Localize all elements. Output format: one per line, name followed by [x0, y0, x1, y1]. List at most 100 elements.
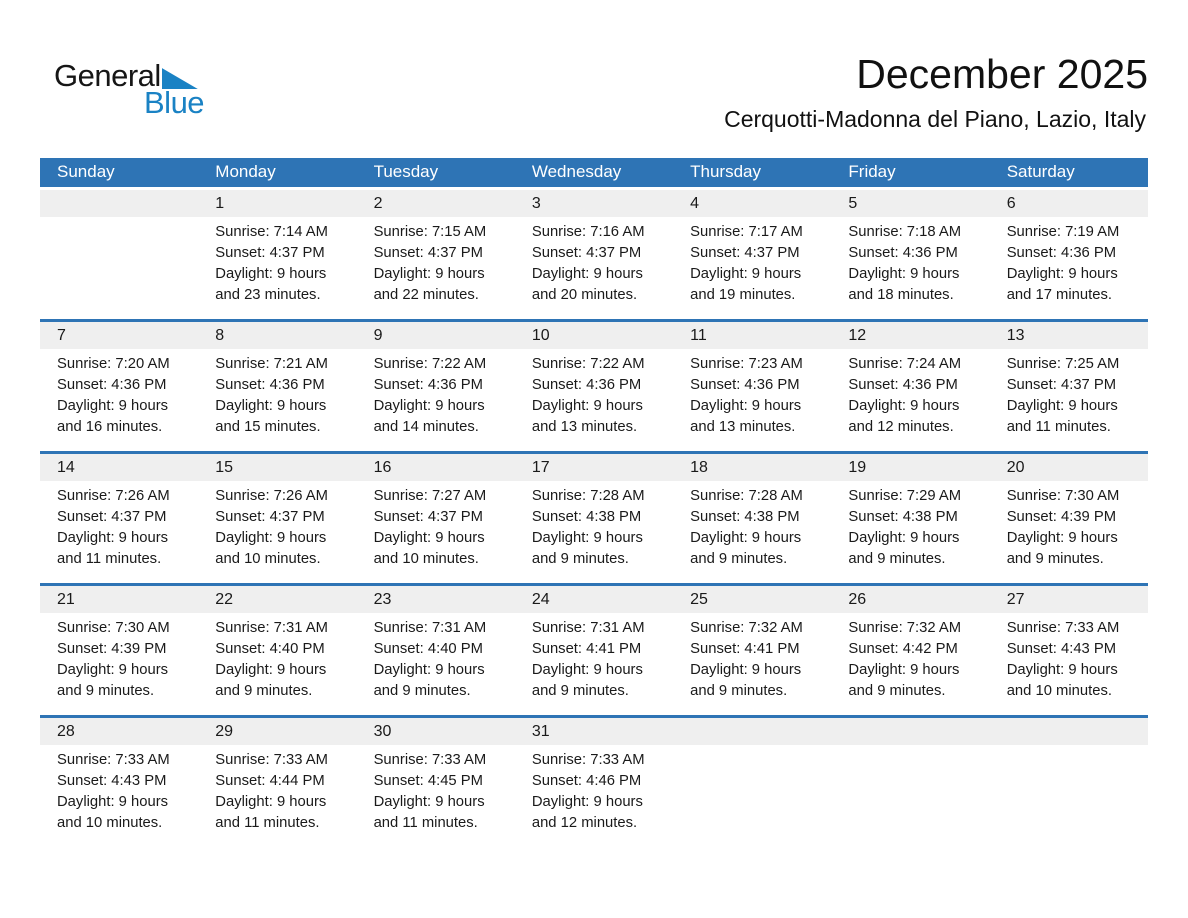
detail-line: Daylight: 9 hours	[848, 661, 960, 678]
weekday-header-friday: Friday	[831, 158, 990, 188]
detail-line: Daylight: 9 hours	[531, 793, 643, 810]
day-number: 14	[40, 453, 199, 481]
day-number	[40, 189, 199, 217]
detail-line: and 10 minutes.	[215, 550, 321, 567]
detail-line: Sunrise: 7:30 AM	[1006, 487, 1120, 504]
detail-line: Sunrise: 7:28 AM	[531, 487, 645, 504]
detail-line: and 9 minutes.	[215, 682, 313, 699]
calendar-table: Sunday Monday Tuesday Wednesday Thursday Frid…	[40, 158, 1148, 848]
detail-line: and 13 minutes.	[531, 418, 638, 435]
weekday-header-saturday: Saturday	[989, 158, 1148, 188]
detail-line: Sunset: 4:37 PM	[1006, 376, 1117, 393]
day-cell-10: 10 Sunrise: 7:22 AM Sunset: 4:36 PM Dayligh…	[514, 320, 674, 452]
logo-blue-text: Blue	[144, 85, 205, 120]
day-details: Sunrise: 7:32 AM Sunset: 4:41 PM Daylight:…	[673, 613, 831, 702]
day-details: Sunrise: 7:20 AM Sunset: 4:36 PM Daylight:…	[40, 349, 198, 438]
day-number: 26	[831, 585, 990, 613]
detail-line: Daylight: 9 hours	[215, 529, 327, 546]
day-cell-12: 12 Sunrise: 7:24 AM Sunset: 4:36 PM Dayligh…	[831, 320, 990, 452]
detail-line: and 11 minutes.	[373, 814, 478, 831]
detail-line: Daylight: 9 hours	[1006, 661, 1118, 678]
day-number: 30	[356, 717, 515, 745]
detail-line: Daylight: 9 hours	[848, 265, 960, 282]
detail-line: and 15 minutes.	[215, 418, 321, 435]
day-details: Sunrise: 7:15 AM Sunset: 4:37 PM Daylight:…	[357, 217, 515, 306]
detail-line: and 12 minutes.	[531, 814, 638, 831]
weekday-header-row: Sunday Monday Tuesday Wednesday Thursday Frid…	[40, 158, 1148, 188]
day-number: 29	[198, 717, 357, 745]
day-cell-30: 30 Sunrise: 7:33 AM Sunset: 4:45 PM Dayligh…	[356, 716, 515, 848]
detail-line: Sunrise: 7:22 AM	[373, 355, 487, 372]
day-number: 16	[356, 453, 515, 481]
detail-line: Daylight: 9 hours	[373, 793, 485, 810]
detail-line: Sunset: 4:38 PM	[531, 508, 642, 525]
detail-line: Sunset: 4:37 PM	[57, 508, 167, 525]
day-details: Sunrise: 7:22 AM Sunset: 4:36 PM Daylight:…	[357, 349, 515, 438]
day-details	[40, 217, 198, 222]
detail-line: and 16 minutes.	[57, 418, 163, 435]
day-number: 6	[989, 189, 1148, 217]
detail-line: Sunrise: 7:31 AM	[215, 619, 328, 636]
detail-line: and 9 minutes.	[531, 550, 629, 567]
day-details: Sunrise: 7:24 AM Sunset: 4:36 PM Daylight:…	[831, 349, 989, 438]
day-number	[673, 717, 832, 745]
day-number: 13	[989, 321, 1148, 349]
day-number: 19	[831, 453, 990, 481]
day-number: 3	[514, 189, 674, 217]
detail-line: Daylight: 9 hours	[57, 397, 169, 414]
day-number: 10	[514, 321, 674, 349]
day-cell-6: 6 Sunrise: 7:19 AM Sunset: 4:36 PM Daylight…	[989, 188, 1148, 320]
general-blue-logo: General Blue	[40, 50, 205, 120]
detail-line: Daylight: 9 hours	[531, 661, 643, 678]
detail-line: and 10 minutes.	[373, 550, 479, 567]
detail-line: and 11 minutes.	[57, 550, 162, 567]
detail-line: and 9 minutes.	[848, 550, 946, 567]
day-details: Sunrise: 7:30 AM Sunset: 4:39 PM Daylight:…	[40, 613, 198, 702]
detail-line: Sunset: 4:36 PM	[215, 376, 325, 393]
day-cell-8: 8 Sunrise: 7:21 AM Sunset: 4:36 PM Daylight…	[198, 320, 357, 452]
week-row-5: 28 Sunrise: 7:33 AM Sunset: 4:43 PM Dayligh…	[40, 716, 1148, 848]
logo-line1: General	[54, 60, 204, 91]
detail-line: Sunset: 4:37 PM	[531, 244, 642, 261]
page-subtitle: Cerquotti-Madonna del Piano, Lazio, Ital…	[724, 106, 1146, 133]
day-cell-18: 18 Sunrise: 7:28 AM Sunset: 4:38 PM Dayligh…	[673, 452, 832, 584]
day-number: 5	[831, 189, 990, 217]
day-details: Sunrise: 7:33 AM Sunset: 4:43 PM Daylight:…	[990, 613, 1148, 702]
day-cell-16: 16 Sunrise: 7:27 AM Sunset: 4:37 PM Dayligh…	[356, 452, 515, 584]
weekday-header-wednesday: Wednesday	[514, 158, 674, 188]
day-details: Sunrise: 7:29 AM Sunset: 4:38 PM Daylight:…	[831, 481, 989, 570]
day-cell-4: 4 Sunrise: 7:17 AM Sunset: 4:37 PM Daylight…	[673, 188, 832, 320]
week-row-1: 1 Sunrise: 7:14 AM Sunset: 4:37 PM Daylight…	[40, 188, 1148, 320]
detail-line: Sunrise: 7:25 AM	[1006, 355, 1120, 372]
detail-line: Sunset: 4:38 PM	[848, 508, 958, 525]
day-details: Sunrise: 7:33 AM Sunset: 4:46 PM Daylight:…	[515, 745, 673, 834]
day-cell-7: 7 Sunrise: 7:20 AM Sunset: 4:36 PM Daylight…	[40, 320, 199, 452]
day-cell-24: 24 Sunrise: 7:31 AM Sunset: 4:41 PM Dayligh…	[514, 584, 674, 716]
weekday-header-thursday: Thursday	[673, 158, 832, 188]
day-cell-22: 22 Sunrise: 7:31 AM Sunset: 4:40 PM Dayligh…	[198, 584, 357, 716]
week-row-3: 14 Sunrise: 7:26 AM Sunset: 4:37 PM Dayligh…	[40, 452, 1148, 584]
day-details: Sunrise: 7:28 AM Sunset: 4:38 PM Daylight:…	[673, 481, 831, 570]
day-cell-1: 1 Sunrise: 7:14 AM Sunset: 4:37 PM Daylight…	[198, 188, 357, 320]
detail-line: Sunrise: 7:29 AM	[848, 487, 962, 504]
day-cell-21: 21 Sunrise: 7:30 AM Sunset: 4:39 PM Dayligh…	[40, 584, 199, 716]
detail-line: Sunrise: 7:18 AM	[848, 223, 962, 240]
day-cell-17: 17 Sunrise: 7:28 AM Sunset: 4:38 PM Dayligh…	[514, 452, 674, 584]
detail-line: Daylight: 9 hours	[215, 661, 327, 678]
detail-line: Sunrise: 7:17 AM	[690, 223, 803, 240]
day-details: Sunrise: 7:14 AM Sunset: 4:37 PM Daylight:…	[198, 217, 356, 306]
day-details: Sunrise: 7:32 AM Sunset: 4:42 PM Daylight:…	[831, 613, 989, 702]
day-details: Sunrise: 7:27 AM Sunset: 4:37 PM Daylight:…	[357, 481, 515, 570]
weekday-header-sunday: Sunday	[40, 158, 199, 188]
detail-line: Sunrise: 7:23 AM	[690, 355, 803, 372]
day-number: 27	[989, 585, 1148, 613]
detail-line: Daylight: 9 hours	[848, 397, 960, 414]
day-cell-28: 28 Sunrise: 7:33 AM Sunset: 4:43 PM Dayligh…	[40, 716, 199, 848]
detail-line: Sunset: 4:36 PM	[57, 376, 167, 393]
detail-line: Sunset: 4:43 PM	[1006, 640, 1117, 657]
day-number: 17	[514, 453, 674, 481]
calendar-page: General Blue December 2025 Cerquotti-Mad…	[40, 0, 1148, 848]
day-cell-25: 25 Sunrise: 7:32 AM Sunset: 4:41 PM Dayligh…	[673, 584, 832, 716]
day-details	[673, 745, 831, 750]
day-number: 24	[514, 585, 674, 613]
